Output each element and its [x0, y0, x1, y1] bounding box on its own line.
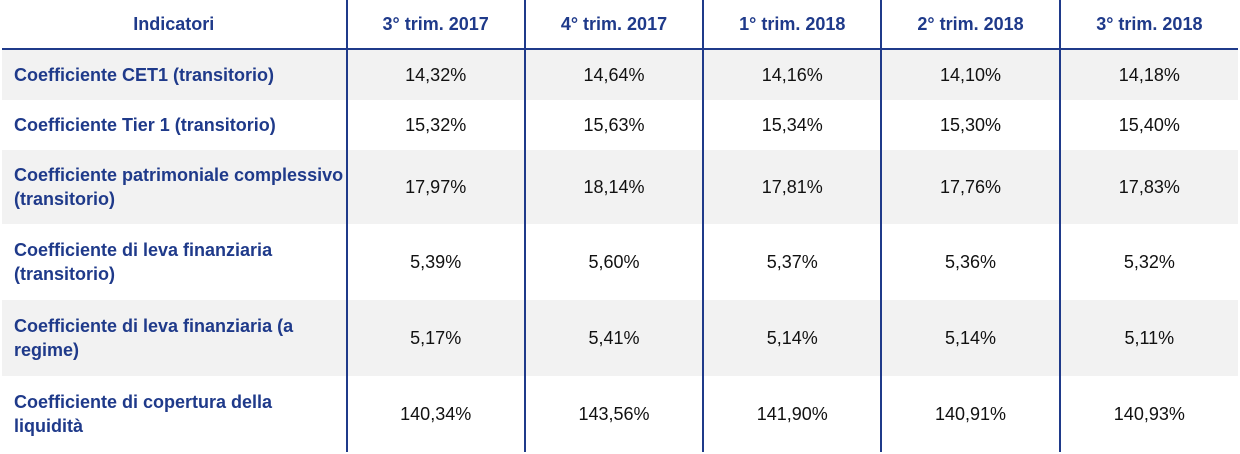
table-cell: 140,93%: [1058, 376, 1238, 452]
table-row: Coefficiente CET1 (transitorio) 14,32% 1…: [2, 49, 1238, 100]
header-q3-2017: 3° trim. 2017: [345, 0, 525, 50]
table-cell: 14,18%: [1058, 49, 1238, 100]
table-cell: 5,36%: [880, 224, 1060, 300]
table-row: Coefficiente Tier 1 (transitorio) 15,32%…: [2, 100, 1238, 150]
header-q3-2018: 3° trim. 2018: [1058, 0, 1238, 50]
table-cell: 14,16%: [702, 49, 882, 100]
table-cell: 14,64%: [523, 49, 704, 100]
table-row: Coefficiente patrimoniale complessivo (t…: [2, 150, 1238, 224]
table-cell: 17,97%: [345, 150, 525, 224]
row-label: Coefficiente CET1 (transitorio): [2, 49, 347, 100]
table-cell: 5,60%: [523, 224, 704, 300]
table-cell: 5,11%: [1058, 300, 1238, 376]
row-label: Coefficiente Tier 1 (transitorio): [14, 115, 276, 135]
row-label: Coefficiente patrimoniale complessivo (t…: [2, 150, 347, 224]
table-cell: 143,56%: [523, 376, 704, 452]
table-cell: 15,63%: [523, 100, 704, 150]
table-row: Coefficiente di leva finanziaria (a regi…: [2, 300, 1238, 376]
table-cell: 5,14%: [702, 300, 882, 376]
header-q1-2018: 1° trim. 2018: [702, 0, 882, 50]
table-cell: 140,34%: [345, 376, 525, 452]
table-cell: 5,39%: [345, 224, 525, 300]
table-cell: 5,41%: [523, 300, 704, 376]
table-cell: 141,90%: [702, 376, 882, 452]
header-indicatori: Indicatori: [2, 0, 347, 50]
header-row: Indicatori 3° trim. 2017 4° trim. 2017 1…: [2, 0, 1238, 50]
table-cell: 5,37%: [702, 224, 882, 300]
row-label: Coefficiente di leva finanziaria (a regi…: [2, 300, 347, 376]
table-cell: 140,91%: [880, 376, 1060, 452]
table-cell: 5,14%: [880, 300, 1060, 376]
row-label: Coefficiente di copertura della liquidit…: [14, 392, 273, 436]
header-q4-2017: 4° trim. 2017: [523, 0, 704, 50]
table-cell: 18,14%: [523, 150, 704, 224]
header-q2-2018: 2° trim. 2018: [880, 0, 1060, 50]
table-cell: 15,34%: [702, 100, 882, 150]
table-cell: 14,10%: [880, 49, 1060, 100]
table-cell: 5,17%: [345, 300, 525, 376]
table-row: Coefficiente di leva finanziaria (transi…: [2, 224, 1238, 300]
table-cell: 17,76%: [880, 150, 1060, 224]
table-row: Coefficiente di copertura della liquidit…: [2, 376, 1238, 452]
table-cell: 14,32%: [345, 49, 525, 100]
row-label: Coefficiente di leva finanziaria (transi…: [14, 240, 273, 284]
table-cell: 15,30%: [880, 100, 1060, 150]
table-cell: 5,32%: [1058, 224, 1238, 300]
table-cell: 17,81%: [702, 150, 882, 224]
table-cell: 17,83%: [1058, 150, 1238, 224]
table-cell: 15,32%: [345, 100, 525, 150]
table-cell: 15,40%: [1058, 100, 1238, 150]
